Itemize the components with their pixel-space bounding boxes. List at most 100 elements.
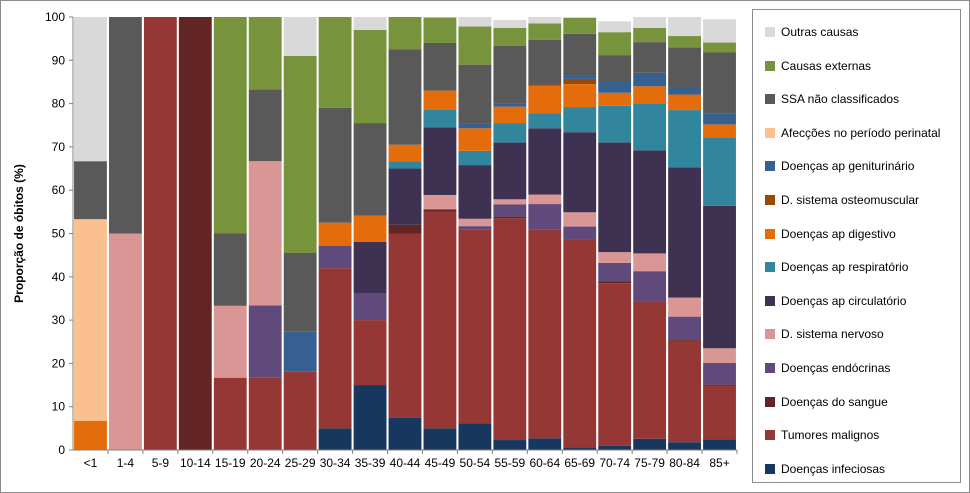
bar-segment-d-sistema-nervoso-60-64 (528, 194, 562, 205)
legend-swatch (765, 60, 775, 71)
bar-segment-doen-as-end-crinas-80-84 (668, 316, 701, 341)
legend-item-doen-as-ap-respirat-rio: Doenças ap respiratório (765, 259, 908, 275)
bar-segment-ssa-n-o-classificados-40-44 (388, 49, 422, 145)
bar-segment-doen-as-ap-geniturin-rio-80-84 (668, 88, 701, 95)
bar-segment-causas-externas-15-19 (213, 17, 247, 234)
y-tick-label: 40 (52, 270, 66, 284)
bar-segment-doen-as-ap-circulat-rio-60-64 (528, 128, 562, 195)
x-tick-label: 70-74 (599, 456, 630, 470)
bar-segment-d-sistema-nervoso-20-24 (248, 161, 282, 306)
bar-segment-tumores-malignos-70-74 (598, 283, 632, 446)
bar-segment-doen-as-infeciosas-45-49 (423, 428, 457, 450)
bar-segment-causas-externas-30-34 (318, 17, 352, 108)
bar-segment-ssa-n-o-classificados-85 (703, 52, 736, 114)
x-tick-label: 35-39 (355, 456, 386, 470)
legend-swatch (765, 228, 775, 239)
bar-segment-doen-as-ap-circulat-rio-65-69 (563, 132, 597, 213)
y-tick-label: 60 (52, 183, 66, 197)
x-tick-label: 55-59 (494, 456, 525, 470)
bar-segment-ssa-n-o-classificados-45-49 (423, 42, 457, 91)
bar-segment-doen-as-ap-respirat-rio-80-84 (668, 110, 701, 168)
bar-segment-doen-as-ap-digestivo-1 (74, 420, 107, 450)
bar-segment-doen-as-ap-circulat-rio-40-44 (388, 168, 422, 225)
bar-segment-d-sistema-osteomuscular-60-64 (528, 84, 562, 86)
legend-item-doen-as-ap-digestivo: Doenças ap digestivo (765, 226, 896, 242)
bar-segment-outras-causas-80-84 (668, 17, 701, 37)
bar-segment-ssa-n-o-classificados-15-19 (213, 233, 247, 306)
bar-segment-doen-as-end-crinas-85 (703, 362, 736, 385)
legend-item-doen-as-infeciosas: Doenças infeciosas (765, 461, 885, 477)
legend-label: Causas externas (781, 58, 872, 73)
x-tick-label: 5-9 (152, 456, 170, 470)
bar-segment-d-sistema-nervoso-85 (703, 348, 736, 363)
bar-segment-doen-as-ap-digestivo-75-79 (633, 86, 667, 104)
bar-segment-ssa-n-o-classificados-35-39 (353, 123, 387, 216)
bar-segment-d-sistema-nervoso-65-69 (563, 212, 597, 227)
bar-segment-d-sistema-nervoso-80-84 (668, 297, 701, 317)
bar-segment-doen-as-end-crinas-20-24 (248, 305, 282, 378)
bar-segment-outras-causas-70-74 (598, 21, 632, 33)
bar-segment-ssa-n-o-classificados-65-69 (563, 33, 597, 76)
bar-segment-doen-as-ap-respirat-rio-85 (703, 137, 736, 206)
bar-segment-doen-as-ap-respirat-rio-60-64 (528, 113, 562, 129)
legend-label: Doenças infeciosas (781, 461, 886, 476)
bar-segment-doen-as-do-sangue-10-14 (178, 17, 212, 450)
bar-segment-outras-causas-65-69 (563, 17, 597, 18)
bar-segment-doen-as-ap-respirat-rio-70-74 (598, 105, 632, 143)
y-tick-labels: 0 10 20 30 40 50 60 70 80 90 100 (45, 10, 73, 457)
bar-segment-tumores-malignos-80-84 (668, 340, 701, 443)
legend-swatch (765, 430, 775, 441)
x-tick-labels: <1 1-4 5-9 10-14 15-19 20-24 25-29 30-34 35-39 40… (84, 450, 738, 470)
bar-segment-doen-as-ap-respirat-rio-50-54 (458, 150, 492, 166)
bar-segment-tumores-malignos-20-24 (248, 377, 282, 450)
bar-segment-doen-as-ap-digestivo-65-69 (563, 84, 597, 108)
bar-segment-doen-as-ap-circulat-rio-80-84 (668, 167, 701, 298)
x-tick-label: 30-34 (320, 456, 351, 470)
bar-segment-doen-as-infeciosas-70-74 (598, 445, 632, 450)
bar-segment-causas-externas-75-79 (633, 27, 667, 43)
bar-segment-doen-as-ap-digestivo-80-84 (668, 94, 701, 111)
bar-segment-outras-causas-25-29 (283, 17, 317, 56)
bar-segment-doen-as-end-crinas-55-59 (493, 204, 527, 217)
legend-swatch (765, 463, 775, 474)
bar-segment-d-sistema-nervoso-55-59 (493, 199, 527, 205)
bar-segment-outras-causas-50-54 (458, 17, 492, 27)
y-tick-label: 100 (45, 10, 65, 24)
bar-segment-tumores-malignos-25-29 (283, 371, 317, 450)
legend-label: Doenças ap digestivo (781, 226, 896, 241)
bar-segment-doen-as-do-sangue-80-84 (668, 340, 701, 341)
x-tick-label: 15-19 (215, 456, 246, 470)
bar-segment-doen-as-ap-geniturin-rio-55-59 (493, 103, 527, 107)
x-tick-label: 20-24 (250, 456, 281, 470)
bar-segment-doen-as-infeciosas-60-64 (528, 438, 562, 450)
bar-segment-d-sistema-nervoso-50-54 (458, 218, 492, 227)
bar-segment-causas-externas-65-69 (563, 17, 597, 34)
legend-label: D. sistema osteomuscular (781, 193, 920, 207)
y-tick-label: 0 (58, 443, 65, 457)
bar-segment-d-sistema-nervoso-15-19 (213, 305, 247, 378)
legend-label: Doenças ap circulatório (781, 293, 907, 308)
bar-segment-d-sistema-nervoso-45-49 (423, 194, 457, 210)
bar-segment-doen-as-infeciosas-80-84 (668, 442, 701, 450)
bar-segment-doen-as-infeciosas-35-39 (353, 385, 387, 450)
bar-segment-doen-as-ap-circulat-rio-55-59 (493, 142, 527, 200)
bar-segment-doen-as-infeciosas-65-69 (563, 447, 597, 450)
x-tick-label: 10-14 (180, 456, 211, 470)
bar-segment-doen-as-end-crinas-75-79 (633, 271, 667, 302)
legend-item-doen-as-ap-circulat-rio: Doenças ap circulatório (765, 293, 906, 309)
bar-segment-causas-externas-80-84 (668, 36, 701, 48)
bar-segment-outras-causas-35-39 (353, 17, 387, 30)
legend-item-ssa-n-o-classificados: SSA não classificados (765, 91, 899, 107)
bar-segment-tumores-malignos-55-59 (493, 218, 527, 441)
bar-segment-doen-as-ap-digestivo-85 (703, 124, 736, 138)
bar-segment-doen-as-ap-respirat-rio-40-44 (388, 161, 422, 169)
bar-segment-tumores-malignos-65-69 (563, 239, 597, 448)
legend-label: SSA não classificados (781, 92, 900, 107)
y-tick-label: 30 (52, 313, 66, 327)
y-tick-label: 10 (52, 400, 66, 414)
bar-segment-doen-as-end-crinas-30-34 (318, 245, 352, 269)
bar-segment-doen-as-infeciosas-55-59 (493, 440, 527, 450)
bar-segment-doen-as-ap-respirat-rio-45-49 (423, 109, 457, 128)
legend-item-d-sistema-nervoso: D. sistema nervoso (765, 326, 884, 342)
